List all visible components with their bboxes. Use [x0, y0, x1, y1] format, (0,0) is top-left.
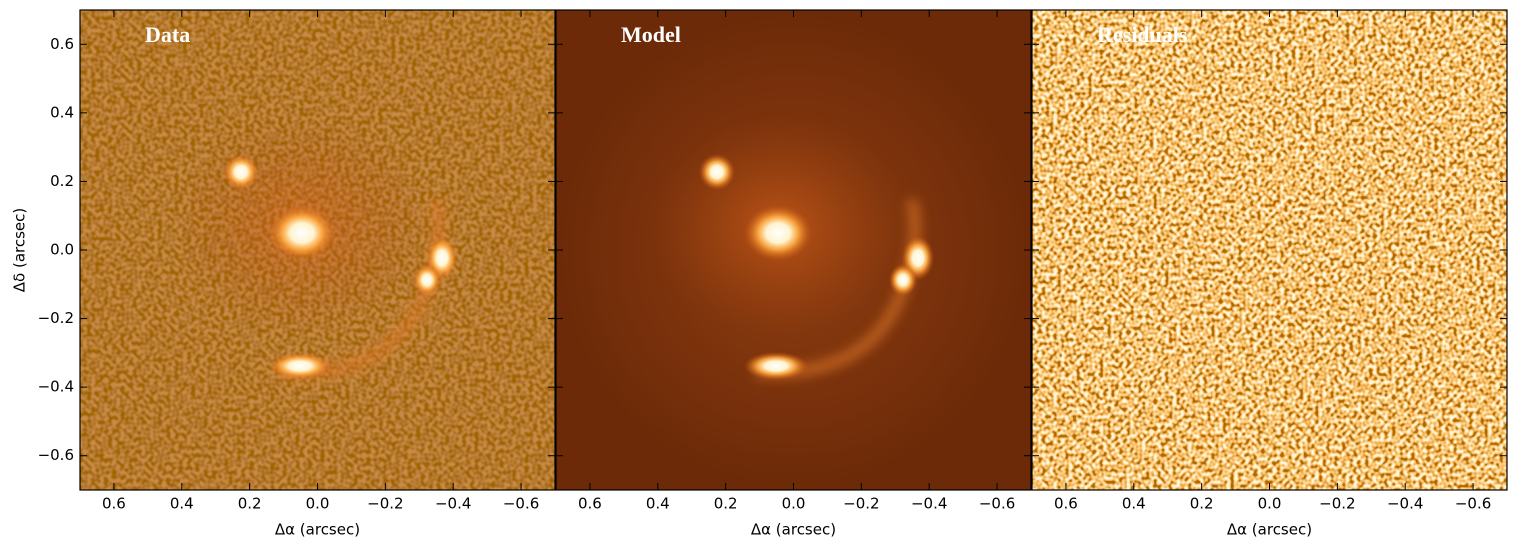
x-tick-label: −0.4: [911, 495, 947, 513]
y-tick-label: −0.6: [38, 446, 74, 464]
x-tick-label: 0.4: [170, 495, 194, 513]
y-tick-label: 0.4: [50, 103, 74, 121]
lensed-image: [268, 352, 332, 380]
x-tick-label: 0.2: [1190, 495, 1214, 513]
x-axis-label: Δα (arcsec): [1227, 521, 1312, 539]
x-tick-label: −0.4: [1387, 495, 1423, 513]
x-tick-label: 0.0: [1258, 495, 1282, 513]
arc: [755, 198, 920, 378]
x-tick-label: 0.2: [238, 495, 262, 513]
lensed-image: [744, 352, 808, 380]
x-tick-label: 0.4: [1122, 495, 1146, 513]
lensed-image: [413, 264, 441, 296]
y-axis-label: Δδ (arcsec): [11, 208, 29, 292]
panel-image: [1032, 10, 1507, 490]
x-tick-label: −0.4: [435, 495, 471, 513]
x-tick-label: 0.6: [1054, 495, 1078, 513]
x-tick-label: −0.2: [367, 495, 403, 513]
y-tick-label: 0.2: [50, 172, 74, 190]
x-axis-label: Δα (arcsec): [751, 521, 836, 539]
lensed-image: [223, 154, 259, 190]
x-tick-label: −0.6: [979, 495, 1015, 513]
x-tick-label: −0.2: [1319, 495, 1355, 513]
y-tick-label: 0.0: [50, 241, 74, 259]
panel-title: Model: [621, 22, 681, 47]
x-tick-label: 0.4: [646, 495, 670, 513]
panel-title: Residuals: [1097, 22, 1188, 47]
arc: [279, 198, 444, 378]
x-tick-label: 0.0: [306, 495, 330, 513]
lensed-image: [889, 264, 917, 296]
y-tick-label: −0.2: [38, 309, 74, 327]
panel-image: [80, 10, 555, 490]
image-bg: [1032, 10, 1507, 490]
x-axis-label: Δα (arcsec): [275, 521, 360, 539]
x-tick-label: 0.2: [714, 495, 738, 513]
x-tick-label: 0.6: [102, 495, 126, 513]
x-tick-label: 0.0: [782, 495, 806, 513]
lensed-image: [744, 205, 812, 261]
x-tick-label: −0.6: [503, 495, 539, 513]
lensed-image: [699, 154, 735, 190]
panel-image: [556, 10, 1031, 490]
y-tick-label: −0.4: [38, 378, 74, 396]
y-tick-label: 0.6: [50, 35, 74, 53]
x-tick-label: −0.2: [843, 495, 879, 513]
x-tick-label: −0.6: [1455, 495, 1491, 513]
x-tick-label: 0.6: [578, 495, 602, 513]
lensed-image: [268, 205, 336, 261]
panel-title: Data: [145, 22, 190, 47]
